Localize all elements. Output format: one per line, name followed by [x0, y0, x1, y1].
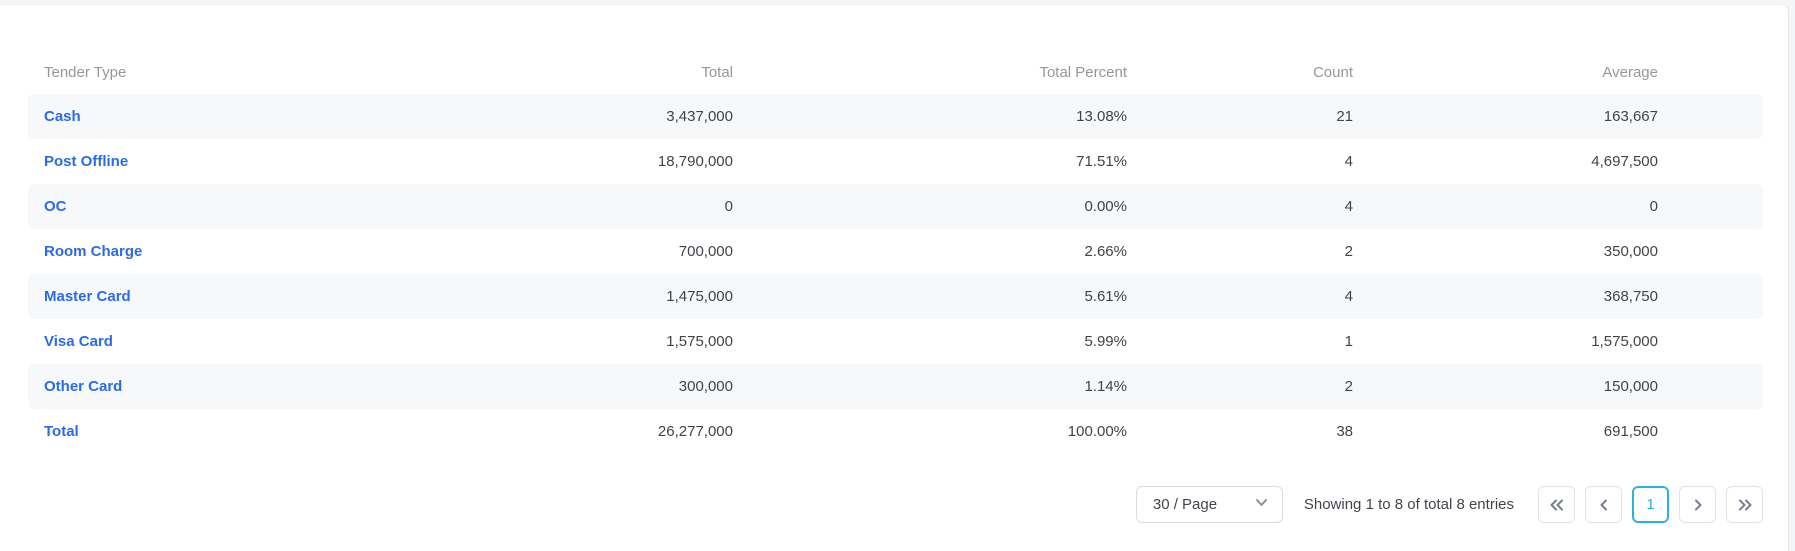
- first-page-button[interactable]: [1538, 486, 1575, 523]
- table-row: Visa Card 1,575,000 5.99% 1 1,575,000: [28, 319, 1763, 364]
- table-row: Cash 3,437,000 13.08% 21 163,667: [28, 94, 1763, 139]
- average-cell: 368,750: [1603, 288, 1658, 305]
- table-body: Cash 3,437,000 13.08% 21 163,667 Post Of…: [28, 94, 1763, 454]
- average-cell: 0: [1649, 198, 1658, 215]
- total-cell: 1,575,000: [666, 333, 733, 350]
- next-page-button[interactable]: [1679, 486, 1716, 523]
- count-cell: 21: [1336, 108, 1353, 125]
- column-header-total: Total: [701, 63, 733, 81]
- last-page-button[interactable]: [1726, 486, 1763, 523]
- report-card: Tender Type Total Total Percent Count Av…: [0, 4, 1789, 551]
- total-percent-cell: 71.51%: [1076, 153, 1127, 170]
- tender-type-link[interactable]: Master Card: [44, 288, 131, 305]
- count-cell: 2: [1344, 243, 1353, 260]
- tender-type-link[interactable]: OC: [44, 198, 67, 215]
- total-row-link[interactable]: Total: [44, 423, 79, 440]
- average-cell: 691,500: [1603, 423, 1658, 440]
- total-percent-cell: 1.14%: [1084, 378, 1127, 395]
- total-percent-cell: 100.00%: [1067, 423, 1127, 440]
- table-row: Other Card 300,000 1.14% 2 150,000: [28, 364, 1763, 409]
- total-percent-cell: 5.61%: [1084, 288, 1127, 305]
- total-cell: 300,000: [678, 378, 733, 395]
- count-cell: 4: [1344, 198, 1353, 215]
- pagination-buttons: 1: [1538, 486, 1763, 523]
- count-cell: 4: [1344, 288, 1353, 305]
- double-chevron-left-icon: [1549, 498, 1565, 512]
- prev-page-button[interactable]: [1585, 486, 1622, 523]
- average-cell: 350,000: [1603, 243, 1658, 260]
- page-size-select[interactable]: 30 / Page: [1135, 486, 1283, 523]
- total-cell: 700,000: [678, 243, 733, 260]
- average-cell: 150,000: [1603, 378, 1658, 395]
- total-cell: 18,790,000: [657, 153, 733, 170]
- total-cell: 26,277,000: [657, 423, 733, 440]
- total-percent-cell: 13.08%: [1076, 108, 1127, 125]
- count-cell: 38: [1336, 423, 1353, 440]
- total-cell: 3,437,000: [666, 108, 733, 125]
- average-cell: 4,697,500: [1591, 153, 1658, 170]
- total-percent-cell: 5.99%: [1084, 333, 1127, 350]
- table-row: Room Charge 700,000 2.66% 2 350,000: [28, 229, 1763, 274]
- column-header-tender-type: Tender Type: [44, 63, 127, 81]
- column-header-count: Count: [1312, 63, 1353, 81]
- average-cell: 163,667: [1603, 108, 1658, 125]
- table-header-row: Tender Type Total Total Percent Count Av…: [28, 50, 1763, 94]
- count-cell: 4: [1344, 153, 1353, 170]
- table-row: Post Offline 18,790,000 71.51% 4 4,697,5…: [28, 139, 1763, 184]
- chevron-down-icon: [1254, 495, 1269, 514]
- total-percent-cell: 2.66%: [1084, 243, 1127, 260]
- page-size-value: 30 / Page: [1152, 496, 1218, 513]
- tender-type-link[interactable]: Post Offline: [44, 153, 129, 170]
- pagination-bar: 30 / Page Showing 1 to 8 of total 8 entr…: [28, 486, 1763, 523]
- count-cell: 1: [1344, 333, 1353, 350]
- chevron-right-icon: [1691, 498, 1705, 512]
- table-row: Master Card 1,475,000 5.61% 4 368,750: [28, 274, 1763, 319]
- chevron-left-icon: [1597, 498, 1611, 512]
- total-percent-cell: 0.00%: [1084, 198, 1127, 215]
- column-header-average: Average: [1602, 63, 1658, 81]
- double-chevron-right-icon: [1737, 498, 1753, 512]
- tender-type-link[interactable]: Visa Card: [44, 333, 113, 350]
- average-cell: 1,575,000: [1591, 333, 1658, 350]
- table-total-row: Total 26,277,000 100.00% 38 691,500: [28, 409, 1763, 454]
- table-row: OC 0 0.00% 4 0: [28, 184, 1763, 229]
- column-header-total-percent: Total Percent: [1039, 63, 1127, 81]
- tender-type-link[interactable]: Cash: [44, 108, 81, 125]
- count-cell: 2: [1344, 378, 1353, 395]
- total-cell: 1,475,000: [666, 288, 733, 305]
- pagination-summary: Showing 1 to 8 of total 8 entries: [1303, 496, 1514, 513]
- tender-type-link[interactable]: Room Charge: [44, 243, 143, 260]
- total-cell: 0: [724, 198, 733, 215]
- tender-type-link[interactable]: Other Card: [44, 378, 123, 395]
- page-1-button[interactable]: 1: [1632, 486, 1669, 523]
